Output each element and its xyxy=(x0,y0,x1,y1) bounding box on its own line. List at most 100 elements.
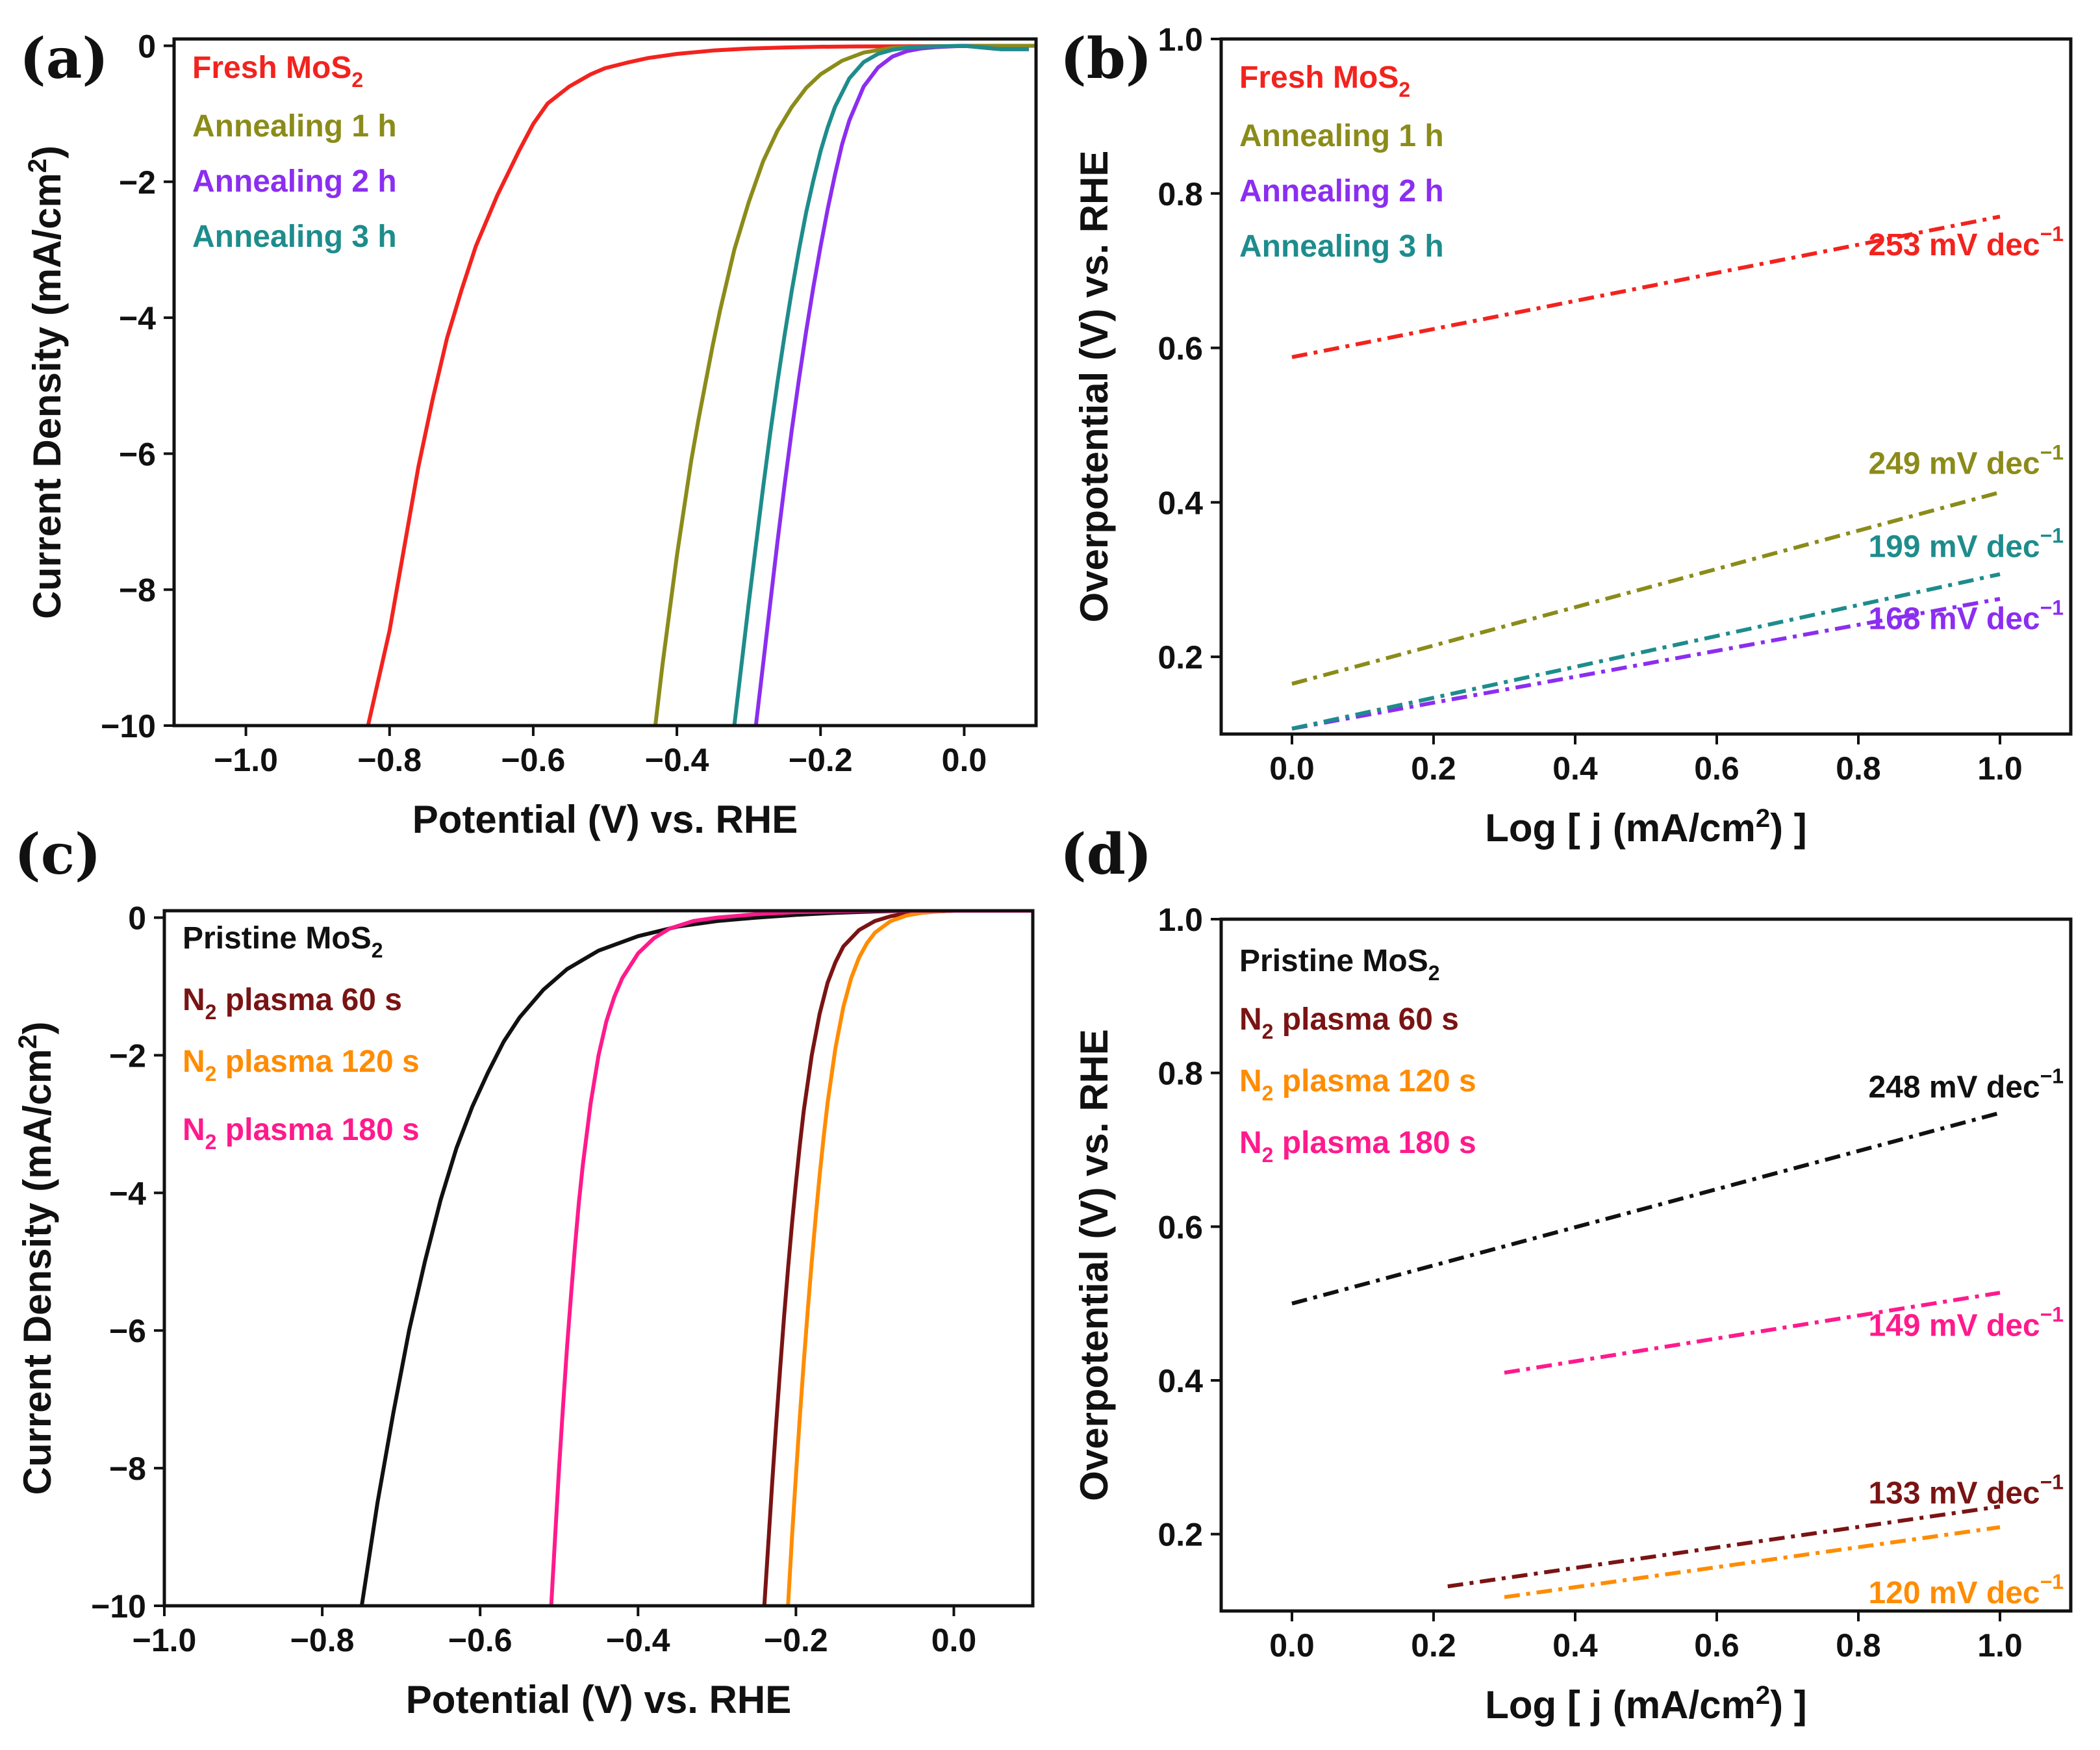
legend-entry: Annealing 3 h xyxy=(192,220,397,254)
y-tick-label: −8 xyxy=(109,1451,146,1487)
y-axis-title: Overpotential (V) vs. RHE xyxy=(1072,1029,1116,1501)
y-tick-label: 0.6 xyxy=(1158,1209,1203,1245)
slope-annotation: 249 mV dec−1 xyxy=(1868,440,2064,481)
y-tick-label: 0.8 xyxy=(1158,176,1203,212)
panel-label: (c) xyxy=(14,822,101,887)
legend-entry: N2 plasma 60 s xyxy=(183,983,402,1024)
x-tick-label: −1.0 xyxy=(214,742,278,778)
y-tick-label: −6 xyxy=(109,1313,146,1349)
y-axis-title: Current Density (mA/cm2) xyxy=(23,146,69,619)
legend: Fresh MoS2 Annealing 1 h Annealing 2 h Anne… xyxy=(1239,60,1444,264)
y-tick-label: 0.4 xyxy=(1158,1363,1203,1399)
y-axis-title: Overpotential (V) vs. RHE xyxy=(1072,151,1116,623)
series-line-4 xyxy=(1504,1291,2001,1375)
series-line-2 xyxy=(1447,1504,2001,1589)
series-line-1 xyxy=(359,911,1033,1606)
x-tick-label: −1.0 xyxy=(133,1622,197,1658)
y-tick-label: 1.0 xyxy=(1158,21,1203,58)
panel-d: (d) 248 mV dec−1 133 mV dec−1 120 mV dec−1 1… xyxy=(1060,822,2073,1727)
series-line-2 xyxy=(653,44,1036,726)
y-tick-label: −2 xyxy=(119,164,156,201)
series-line-1 xyxy=(366,44,1036,726)
x-axis-title: Log [ j (mA/cm2) ] xyxy=(1485,1681,1807,1727)
legend-entry: Annealing 2 h xyxy=(192,164,397,199)
legend-entry: Fresh MoS2 xyxy=(1239,60,1410,101)
legend-entry: Annealing 1 h xyxy=(192,109,397,144)
y-tick-label: 1.0 xyxy=(1158,902,1203,938)
series-line-3 xyxy=(1504,1525,2001,1599)
y-tick-label: −4 xyxy=(109,1175,146,1211)
series-line-4 xyxy=(1291,572,2001,731)
y-tick-label: 0.2 xyxy=(1158,639,1203,676)
slope-annotation: 253 mV dec−1 xyxy=(1868,222,2064,262)
x-tick-label: −0.6 xyxy=(501,742,566,778)
panel-b: (b) 253 mV dec−1 249 mV dec−1 168 mV dec−1 1… xyxy=(1060,21,2073,850)
x-tick-label: 0.6 xyxy=(1694,750,1739,787)
y-tick-label: −10 xyxy=(91,1588,146,1625)
series-line-1 xyxy=(1291,1111,2001,1306)
legend-entry: N2 plasma 60 s xyxy=(1239,1002,1459,1043)
x-tick-label: 1.0 xyxy=(1977,750,2023,787)
legend: Pristine MoS2 N2 plasma 60 s N2 plasma 120… xyxy=(1239,944,1476,1167)
y-tick-label: −4 xyxy=(119,300,156,336)
legend-entry: N2 plasma 120 s xyxy=(183,1045,420,1085)
y-tick-label: 0.6 xyxy=(1158,331,1203,367)
slope-annotation: 120 mV dec−1 xyxy=(1868,1570,2064,1610)
slope-annotation: 133 mV dec−1 xyxy=(1868,1470,2064,1510)
y-tick-label: −6 xyxy=(119,436,156,472)
y-axis-title: Current Density (mA/cm2) xyxy=(14,1021,59,1495)
x-tick-label: 0.8 xyxy=(1836,1627,1881,1664)
legend-entry: Annealing 1 h xyxy=(1239,119,1444,153)
y-tick-label: 0.4 xyxy=(1158,485,1203,521)
x-tick-label: 0.0 xyxy=(1269,1627,1315,1664)
legend-entry: Annealing 3 h xyxy=(1239,229,1444,264)
legend: Fresh MoS2 Annealing 1 h Annealing 2 h Anne… xyxy=(192,51,397,254)
plot-frame xyxy=(1219,917,2073,1613)
legend-entry: Pristine MoS2 xyxy=(1239,944,1440,985)
x-tick-label: −0.6 xyxy=(448,1622,512,1658)
slope-annotation: 248 mV dec−1 xyxy=(1868,1065,2064,1105)
series-line-3 xyxy=(753,44,1029,726)
panel-label: (d) xyxy=(1060,822,1152,887)
y-tick-label: 0 xyxy=(128,900,146,937)
x-tick-label: 0.0 xyxy=(931,1622,977,1658)
slope-annotation: 199 mV dec−1 xyxy=(1868,524,2064,564)
x-tick-label: 0.6 xyxy=(1694,1627,1739,1664)
series-line-3 xyxy=(786,911,1033,1606)
x-tick-label: 1.0 xyxy=(1977,1627,2023,1664)
x-tick-label: −0.2 xyxy=(764,1622,828,1658)
plot-frame xyxy=(1219,37,2073,736)
y-tick-label: 0.2 xyxy=(1158,1517,1203,1553)
series-line-4 xyxy=(732,44,1029,726)
legend-entry: N2 plasma 180 s xyxy=(1239,1126,1476,1167)
series-line-4 xyxy=(549,911,1033,1606)
series-line-1 xyxy=(1291,214,2001,359)
x-tick-label: 0.2 xyxy=(1411,750,1456,787)
legend-entry: Pristine MoS2 xyxy=(183,921,383,962)
panel-a: (a) −1.0 −0.8 −0.6 −0.4 −0.2 0.0 −10 −8 −6 −4 −2 0 Po… xyxy=(19,26,1038,841)
x-tick-label: −0.4 xyxy=(606,1622,670,1658)
y-tick-label: 0.8 xyxy=(1158,1056,1203,1092)
x-tick-label: 0.4 xyxy=(1552,1627,1598,1664)
series-line-2 xyxy=(762,911,1033,1606)
x-tick-label: 0.0 xyxy=(942,742,987,778)
legend-entry: Annealing 2 h xyxy=(1239,174,1444,209)
y-tick-label: −2 xyxy=(109,1037,146,1074)
legend-entry: N2 plasma 120 s xyxy=(1239,1064,1476,1105)
x-axis-title: Potential (V) vs. RHE xyxy=(406,1678,791,1721)
panel-c: (c) −1.0 −0.8 −0.6 −0.4 −0.2 0.0 −10 −8 −6 −4 −2 0 Po… xyxy=(14,822,1035,1721)
plot-frame xyxy=(172,37,1038,728)
x-tick-label: 0.4 xyxy=(1552,750,1598,787)
x-tick-label: 0.2 xyxy=(1411,1627,1456,1664)
x-tick-label: −0.8 xyxy=(290,1622,355,1658)
legend: Pristine MoS2 N2 plasma 60 s N2 plasma 120… xyxy=(183,921,420,1154)
x-tick-label: −0.2 xyxy=(789,742,853,778)
x-tick-label: 0.0 xyxy=(1269,750,1315,787)
x-axis-title: Potential (V) vs. RHE xyxy=(412,798,798,841)
x-tick-label: −0.4 xyxy=(645,742,709,778)
x-axis-title: Log [ j (mA/cm2) ] xyxy=(1485,804,1807,850)
legend-entry: N2 plasma 180 s xyxy=(183,1113,420,1154)
x-tick-label: 0.8 xyxy=(1836,750,1881,787)
y-tick-label: −8 xyxy=(119,572,156,609)
